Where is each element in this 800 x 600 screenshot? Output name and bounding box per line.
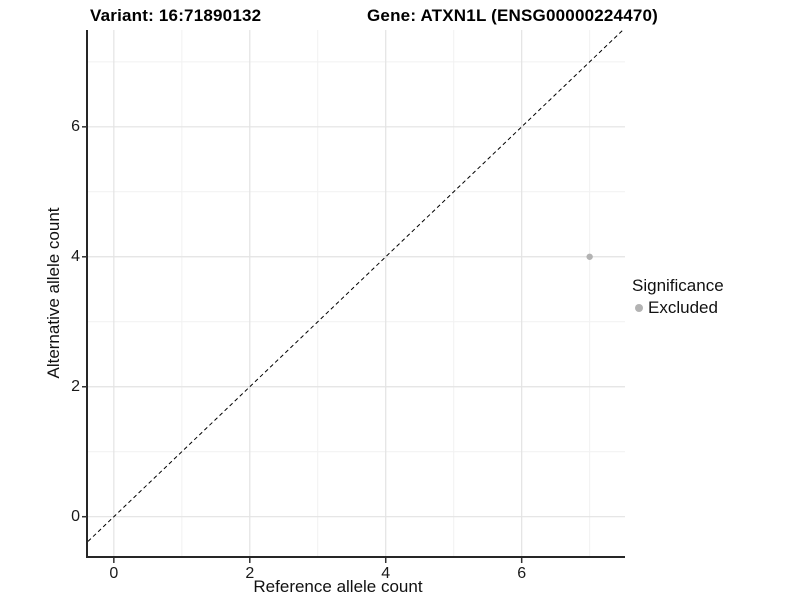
y-tick-label: 0 bbox=[71, 507, 80, 525]
x-tick-label: 0 bbox=[109, 565, 119, 582]
legend-title: Significance bbox=[632, 276, 724, 295]
legend-item-label: Excluded bbox=[648, 298, 718, 317]
y-tick-label: 4 bbox=[71, 247, 80, 265]
y-tick-label: 2 bbox=[71, 377, 80, 395]
data-point bbox=[586, 253, 593, 260]
legend-items: Excluded bbox=[632, 298, 724, 318]
x-tick-label: 6 bbox=[517, 565, 527, 582]
legend: Significance Excluded bbox=[632, 276, 724, 318]
x-axis-title: Reference allele count bbox=[253, 577, 423, 596]
legend-key-dot-icon bbox=[635, 304, 643, 312]
y-axis-title: Alternative allele count bbox=[44, 207, 63, 379]
x-tick-label: 4 bbox=[381, 565, 391, 582]
x-tick-label: 2 bbox=[245, 565, 255, 582]
identity-dashed-line bbox=[87, 29, 624, 542]
gene-title: Gene: ATXN1L (ENSG00000224470) bbox=[367, 6, 659, 25]
y-tick-label: 6 bbox=[71, 117, 80, 135]
variant-title: Variant: 16:71890132 bbox=[90, 6, 262, 25]
legend-item: Excluded bbox=[632, 298, 724, 318]
